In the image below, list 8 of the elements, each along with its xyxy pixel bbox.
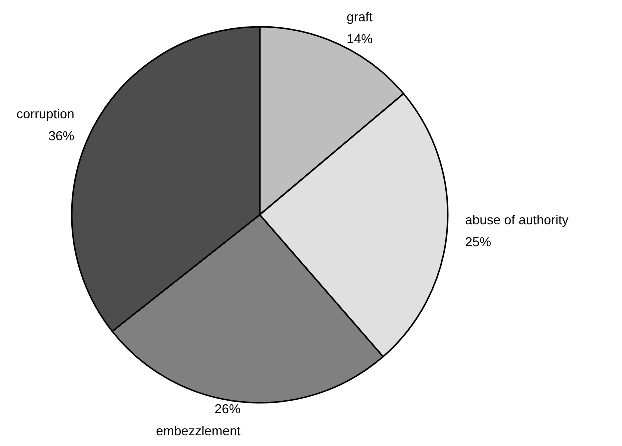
data-label: 25% <box>465 234 492 250</box>
data-label: 36% <box>48 128 76 144</box>
data-label: 26% <box>214 402 242 417</box>
slice-label: abuse of authority <box>465 212 570 228</box>
slice-label: embezzlement <box>156 424 242 439</box>
data-label: 14% <box>346 32 374 47</box>
slice-label: graft <box>346 10 374 25</box>
slice-label: corruption <box>16 106 75 122</box>
